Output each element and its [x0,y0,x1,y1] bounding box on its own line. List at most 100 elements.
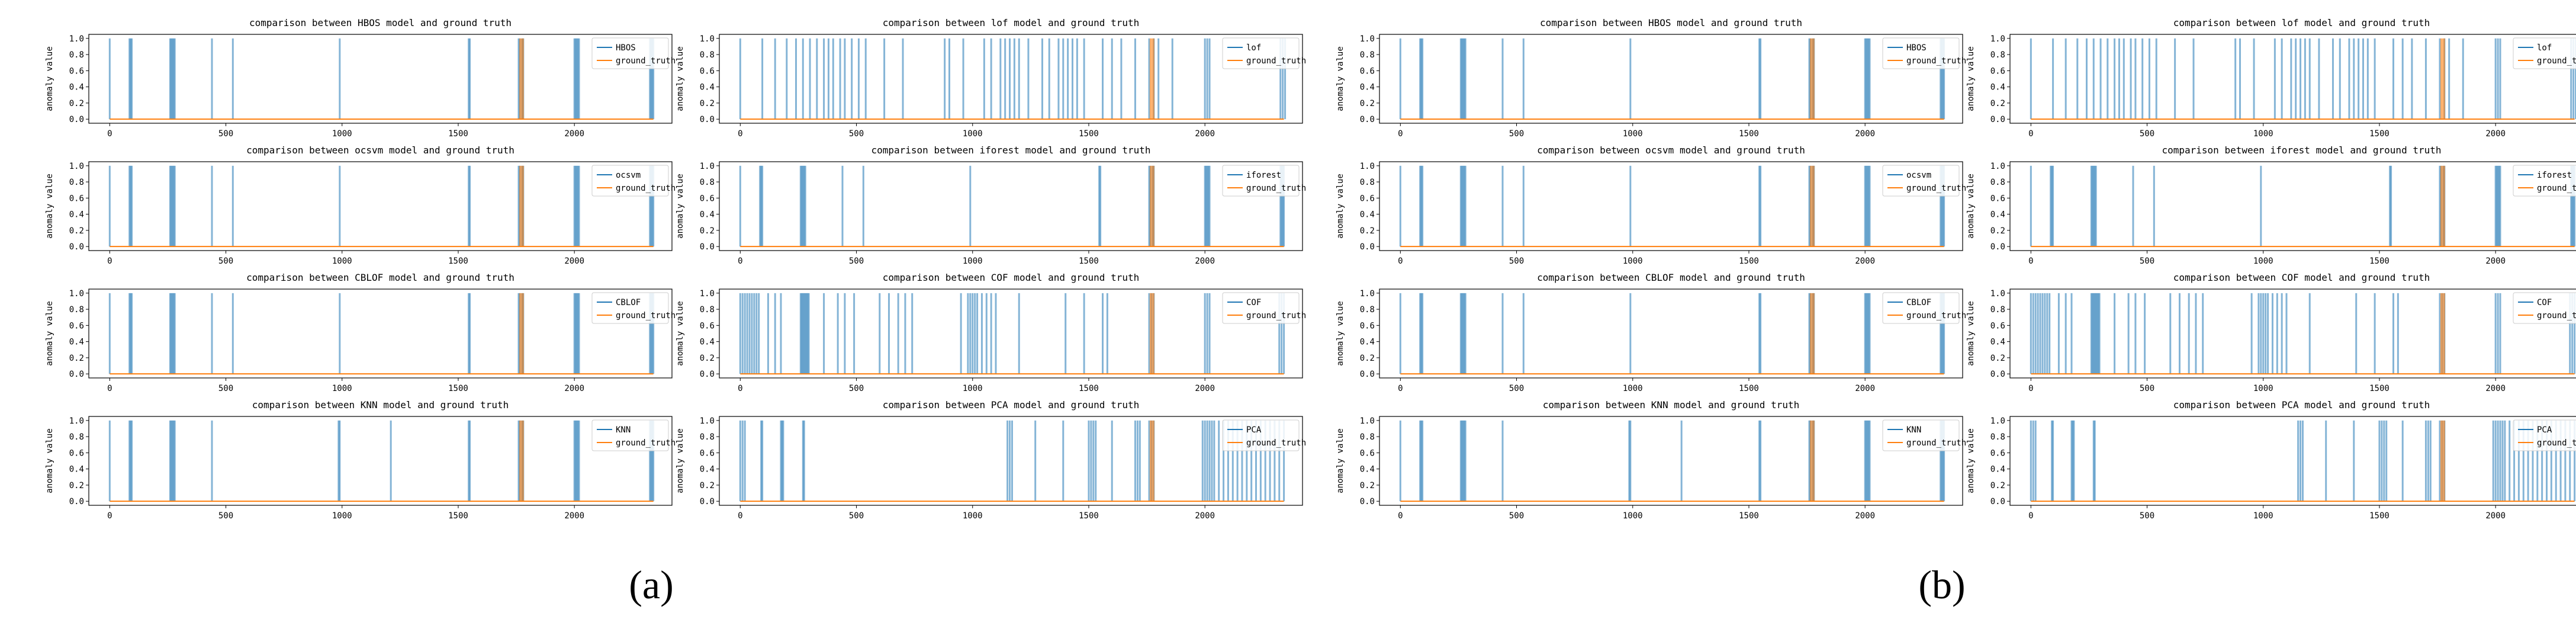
x-tick-label: 1500 [2369,511,2390,521]
y-tick-label: 0.8 [700,432,715,442]
legend-gt-label: ground_truth [1906,311,1966,320]
plot-frame [719,34,1303,124]
y-tick-label: 0.2 [69,99,84,108]
y-axis-label: anomaly value [1336,46,1345,111]
y-tick-label: 0.4 [69,210,84,220]
y-tick-label: 0.2 [700,354,715,363]
y-tick-label: 0.4 [1990,210,2005,220]
y-tick-label: 0.4 [1990,465,2005,474]
x-tick-label: 1500 [1739,384,1759,393]
legend-model-label: HBOS [1906,43,1927,53]
y-tick-label: 0.8 [700,50,715,60]
y-axis-label: anomaly value [676,301,685,366]
chart-title: comparison between COF model and ground … [883,272,1139,283]
legend-gt-label: ground_truth [616,56,676,66]
y-axis-label: anomaly value [676,174,685,239]
chart-b-lof: comparison between lof model and ground … [1966,17,2576,139]
y-tick-label: 0.6 [700,321,715,331]
x-tick-label: 500 [218,257,233,266]
y-tick-label: 0.4 [69,465,84,474]
legend-model-label: iforest [1246,171,1281,180]
chart-title: comparison between iforest model and gro… [2162,145,2441,156]
x-tick-label: 0 [107,511,112,521]
plot-frame [88,288,673,379]
y-tick-label: 0.6 [1990,194,2005,203]
y-axis-label: anomaly value [1966,46,1976,111]
x-tick-label: 500 [218,384,233,393]
legend-model-label: CBLOF [616,298,641,307]
legend-gt-label: ground_truth [616,184,676,193]
y-tick-label: 1.0 [1360,416,1375,426]
plot-frame [88,416,673,506]
x-tick-label: 1500 [1739,257,1759,266]
x-tick-label: 1000 [1623,129,1643,139]
x-tick-label: 2000 [1195,129,1215,139]
y-axis-label: anomaly value [45,46,54,111]
x-tick-label: 1000 [963,129,983,139]
x-tick-label: 500 [1509,129,1524,139]
legend-gt-label: ground_truth [2537,438,2576,448]
chart-a-lof: comparison between lof model and ground … [676,17,1306,139]
x-tick-label: 2000 [1195,384,1215,393]
plot-frame [719,161,1303,251]
x-tick-label: 0 [107,257,112,266]
x-tick-label: 1000 [963,384,983,393]
chart-title: comparison between KNN model and ground … [1543,399,1799,411]
x-tick-label: 2000 [2485,384,2506,393]
y-tick-label: 0.4 [700,83,715,92]
x-tick-label: 500 [1509,384,1524,393]
y-tick-label: 0.6 [1360,321,1375,331]
x-tick-label: 2000 [2485,257,2506,266]
y-tick-label: 0.8 [69,50,84,60]
y-tick-label: 1.0 [1360,289,1375,299]
chart-a-ocsvm: comparison between ocsvm model and groun… [45,145,676,266]
chart-a-hbos: comparison between HBOS model and ground… [45,17,676,139]
legend-gt-label: ground_truth [2537,184,2576,193]
y-tick-label: 0.4 [1360,210,1375,220]
y-tick-label: 0.8 [1990,50,2005,60]
y-tick-label: 0.4 [69,338,84,347]
y-axis-label: anomaly value [45,174,54,239]
y-tick-label: 0.6 [1360,448,1375,458]
y-tick-label: 0.0 [1990,242,2005,252]
y-tick-label: 0.0 [1990,115,2005,124]
legend-gt-label: ground_truth [1906,438,1966,448]
x-tick-label: 1000 [963,511,983,521]
chart-title: comparison between ocsvm model and groun… [246,145,514,156]
y-tick-label: 0.8 [69,178,84,187]
x-tick-label: 1500 [448,511,468,521]
chart-title: comparison between lof model and ground … [2173,17,2430,28]
y-tick-label: 1.0 [69,34,84,44]
y-tick-label: 1.0 [700,289,715,299]
y-tick-label: 0.4 [700,465,715,474]
x-tick-label: 1000 [1623,257,1643,266]
chart-title: comparison between KNN model and ground … [252,399,509,411]
y-tick-label: 0.6 [1360,66,1375,76]
legend-model-label: CBLOF [1906,298,1931,307]
y-tick-label: 0.0 [69,497,84,506]
x-tick-label: 500 [1509,511,1524,521]
legend-model-label: ocsvm [616,171,641,180]
x-tick-label: 2000 [1855,129,1875,139]
plot-frame [88,34,673,124]
y-tick-label: 0.6 [1990,448,2005,458]
y-tick-label: 0.2 [1990,226,2005,236]
y-tick-label: 0.6 [69,448,84,458]
y-axis-label: anomaly value [1966,301,1976,366]
y-tick-label: 1.0 [1990,416,2005,426]
y-axis-label: anomaly value [676,428,685,493]
x-tick-label: 2000 [564,257,584,266]
y-axis-label: anomaly value [1966,174,1976,239]
y-tick-label: 0.8 [700,305,715,315]
plot-frame [1379,416,1963,506]
y-tick-label: 0.0 [69,115,84,124]
y-tick-label: 0.0 [1360,370,1375,379]
y-tick-label: 0.2 [69,481,84,490]
x-tick-label: 0 [1398,511,1403,521]
legend-gt-label: ground_truth [1906,184,1966,193]
x-tick-label: 500 [218,129,233,139]
x-tick-label: 500 [2140,384,2154,393]
y-tick-label: 1.0 [69,289,84,299]
y-tick-label: 0.6 [1360,194,1375,203]
y-tick-label: 1.0 [1990,34,2005,44]
